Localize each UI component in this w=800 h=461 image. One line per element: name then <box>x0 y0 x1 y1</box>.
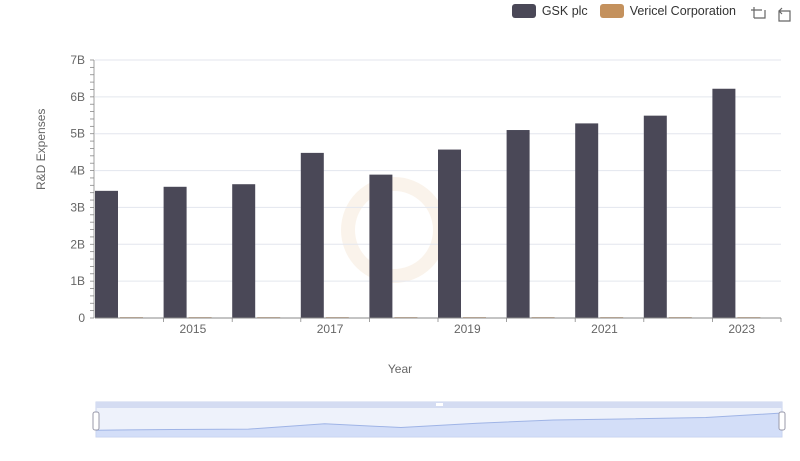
y-tick-label: 2B <box>70 237 85 251</box>
legend-item-gsk[interactable]: GSK plc <box>511 4 588 18</box>
legend-item-vericel[interactable]: Vericel Corporation <box>599 4 736 18</box>
data-zoom-overview-line <box>95 412 783 431</box>
legend-label-vericel: Vericel Corporation <box>629 4 736 18</box>
bar-gsk <box>232 184 256 318</box>
data-zoom-handle-right[interactable] <box>778 411 786 431</box>
legend-swatch-vericel <box>599 4 624 18</box>
data-zoom-overview-area <box>96 413 782 437</box>
data-zoom-grip <box>436 403 443 406</box>
restore-icon[interactable] <box>776 6 792 22</box>
bar-gsk <box>300 152 324 318</box>
x-tick-label: 2021 <box>591 322 618 336</box>
zoom-select-icon[interactable] <box>750 6 766 22</box>
y-tick-label: 1B <box>70 274 85 288</box>
x-tick-label: 2015 <box>180 322 207 336</box>
bar-gsk <box>506 130 530 318</box>
y-axis-label: R&D Expenses <box>34 108 48 190</box>
y-tick-label: 5B <box>70 127 85 141</box>
toolbox <box>750 6 792 22</box>
y-tick-label: 4B <box>70 164 85 178</box>
bar-gsk <box>95 190 118 318</box>
x-axis-label: Year <box>387 362 413 376</box>
bar-gsk <box>369 174 393 318</box>
data-zoom-handle-left[interactable] <box>92 411 100 431</box>
y-tick-label: 6B <box>70 90 85 104</box>
watermark-logo <box>341 177 447 283</box>
bar-gsk <box>438 149 461 318</box>
y-tick-label: 3B <box>70 200 85 214</box>
legend: GSK plc Vericel Corporation <box>511 4 736 18</box>
bar-gsk <box>712 88 736 319</box>
y-tick-label: 0 <box>78 311 85 325</box>
bar-gsk <box>163 186 187 318</box>
x-tick-label: 2017 <box>317 322 344 336</box>
legend-swatch-gsk <box>511 4 536 18</box>
legend-label-gsk: GSK plc <box>541 4 588 18</box>
bar-gsk <box>575 123 599 318</box>
y-tick-label: 7B <box>70 53 85 67</box>
bar-gsk <box>643 115 667 318</box>
x-tick-label: 2019 <box>454 322 481 336</box>
x-tick-label: 2023 <box>728 322 755 336</box>
